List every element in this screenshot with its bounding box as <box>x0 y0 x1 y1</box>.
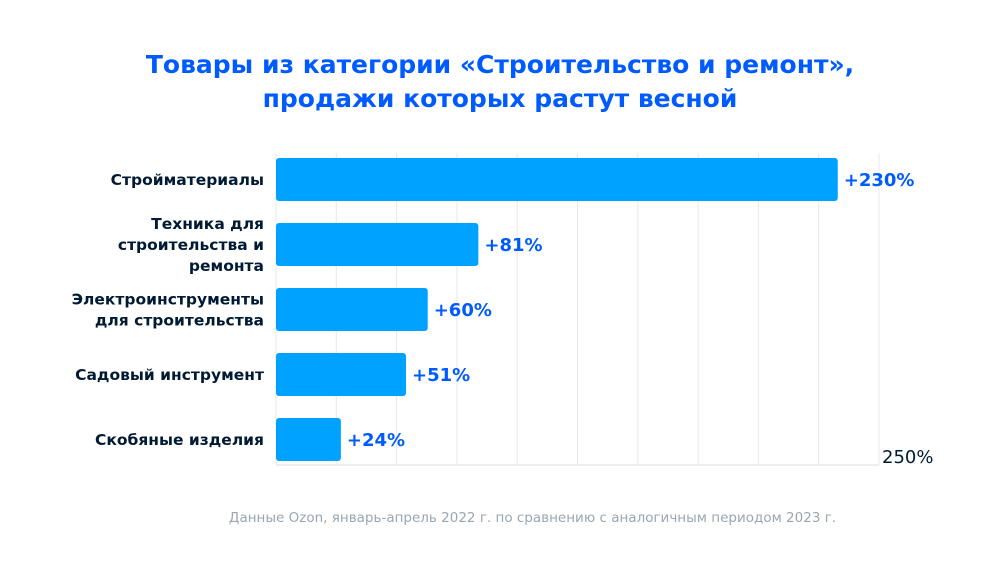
bar <box>276 223 479 266</box>
chart-title: Товары из категории «Строительство и рем… <box>0 48 1000 116</box>
x-tick-label: 250% <box>882 447 933 468</box>
title-line-1: Товары из категории «Строительство и рем… <box>145 50 855 79</box>
value-label: +60% <box>434 300 492 321</box>
category-label: для строительства <box>95 312 264 330</box>
category-label: Электроинструменты <box>72 291 264 309</box>
category-label: строительства и <box>118 236 264 254</box>
value-label: +24% <box>347 430 405 451</box>
category-label: Техника для <box>151 215 264 233</box>
bar <box>276 418 341 461</box>
bar <box>276 353 407 396</box>
category-label: Садовый инструмент <box>75 366 264 384</box>
category-label: ремонта <box>189 257 264 275</box>
bar <box>276 288 428 331</box>
title-line-2: продажи которых растут весной <box>262 84 738 113</box>
category-label: Стройматериалы <box>111 171 264 189</box>
bar <box>276 158 838 201</box>
category-label: Скобяные изделия <box>95 431 264 449</box>
footnote: Данные Ozon, январь-апрель 2022 г. по ср… <box>228 510 837 526</box>
value-label: +81% <box>484 235 542 256</box>
value-label: +230% <box>844 170 915 191</box>
value-label: +51% <box>412 365 470 386</box>
